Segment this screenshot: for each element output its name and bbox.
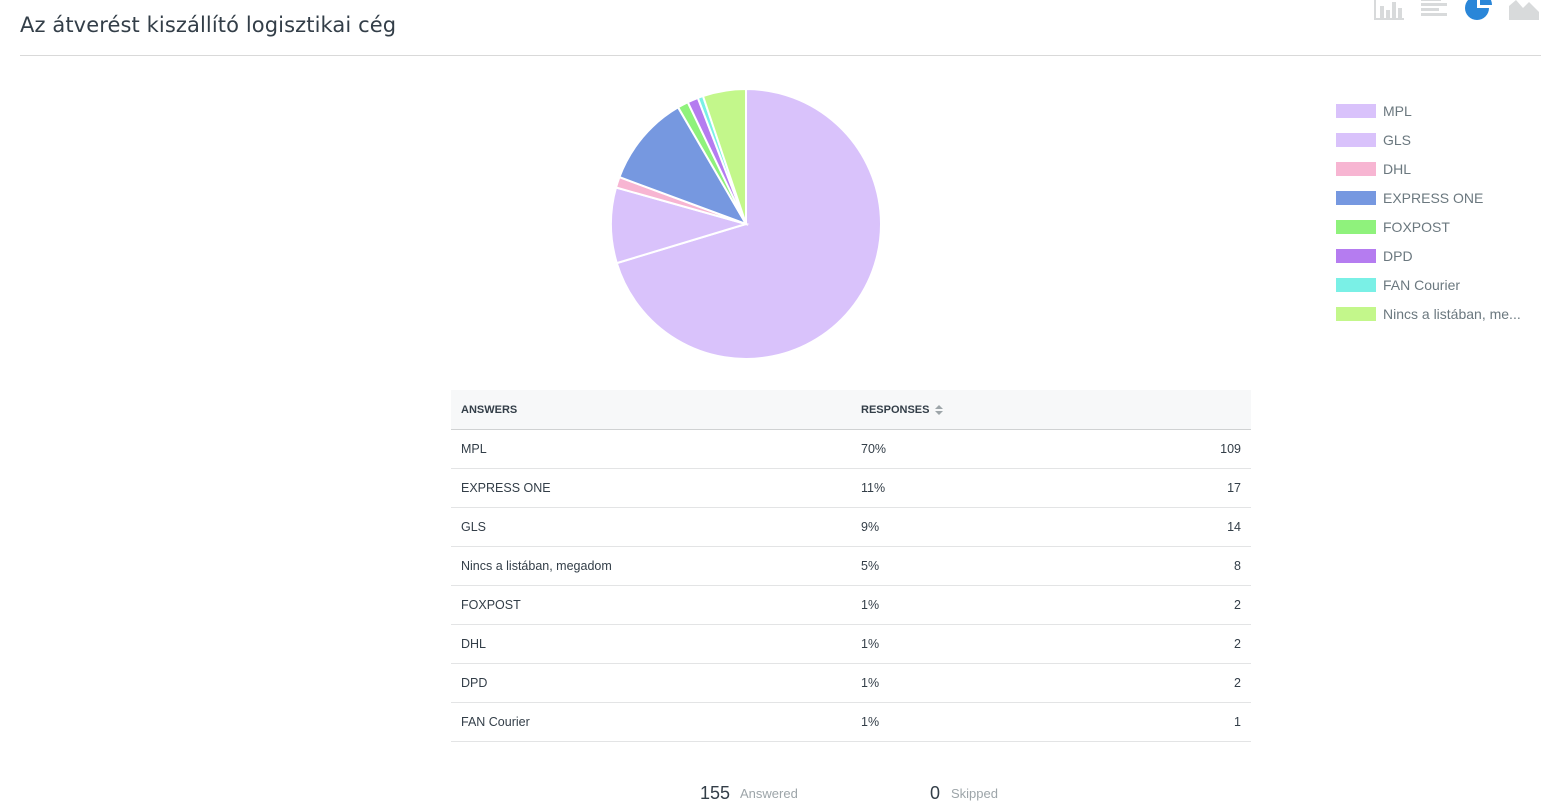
horizontal-bar-chart-button[interactable]	[1417, 0, 1451, 22]
legend-swatch	[1336, 161, 1376, 176]
legend-label: Nincs a listában, me...	[1383, 305, 1521, 322]
pie-chart-icon	[1465, 0, 1492, 20]
table-body: MPL 70% 109 EXPRESS ONE 11% 17 GLS 9% 14 Nincs a …	[451, 430, 1251, 742]
pie-slice[interactable]	[701, 87, 747, 225]
sort-icon[interactable]	[935, 404, 944, 415]
area-chart-button[interactable]	[1507, 0, 1541, 22]
legend-item[interactable]: DHL	[1336, 154, 1536, 183]
legend-label: EXPRESS ONE	[1383, 189, 1484, 206]
table-row: DHL 1% 2	[451, 625, 1251, 664]
table-row: EXPRESS ONE 11% 17	[451, 469, 1251, 508]
answered-label: Answered	[740, 786, 798, 801]
table-row: GLS 9% 14	[451, 508, 1251, 547]
answers-column-header: ANSWERS	[461, 403, 518, 416]
response-summary: 155 Answered 0 Skipped	[0, 783, 1541, 807]
legend-label: DHL	[1383, 160, 1412, 177]
count-cell: 2	[1234, 637, 1241, 651]
legend-swatch	[1336, 132, 1376, 147]
percent-cell: 1%	[861, 637, 880, 651]
count-cell: 109	[1220, 442, 1241, 456]
answer-cell: FAN Courier	[461, 715, 530, 729]
answer-cell: MPL	[461, 442, 487, 456]
legend-swatch	[1336, 277, 1376, 292]
legend-item[interactable]: Nincs a listában, me...	[1336, 299, 1536, 328]
legend-item[interactable]: FAN Courier	[1336, 270, 1536, 299]
percent-cell: 70%	[861, 442, 887, 456]
legend-swatch	[1336, 306, 1376, 321]
count-cell: 2	[1234, 598, 1241, 612]
percent-cell: 1%	[861, 676, 880, 690]
legend-swatch	[1336, 219, 1376, 234]
legend-swatch	[1336, 190, 1376, 205]
answer-cell: Nincs a listában, megadom	[461, 559, 612, 573]
percent-cell: 9%	[861, 520, 880, 534]
legend-label: DPD	[1383, 247, 1413, 264]
answer-cell: FOXPOST	[461, 598, 521, 612]
count-cell: 2	[1234, 676, 1241, 690]
legend-item[interactable]: EXPRESS ONE	[1336, 183, 1536, 212]
legend-label: FOXPOST	[1383, 218, 1450, 235]
legend-label: FAN Courier	[1383, 276, 1461, 293]
area-chart-icon	[1509, 0, 1539, 20]
legend-item[interactable]: MPL	[1336, 96, 1536, 125]
responses-column-header[interactable]: RESPONSES	[861, 403, 944, 416]
legend-item[interactable]: GLS	[1336, 125, 1536, 154]
answer-cell: EXPRESS ONE	[461, 481, 551, 495]
responses-table: ANSWERS RESPONSES MPL 70% 109 EXPRESS ONE 11…	[451, 390, 1251, 742]
legend-swatch	[1336, 103, 1376, 118]
chart-legend: MPL GLS DHL EXPRESS ONE FOXPOST DPD FAN Courie…	[1336, 96, 1536, 328]
legend-label: MPL	[1383, 102, 1412, 119]
vertical-bar-chart-icon	[1374, 0, 1404, 20]
legend-swatch	[1336, 248, 1376, 263]
answer-cell: DHL	[461, 637, 487, 651]
percent-cell: 5%	[861, 559, 880, 573]
skipped-count: 0	[930, 783, 941, 803]
table-row: FOXPOST 1% 2	[451, 586, 1251, 625]
count-cell: 8	[1234, 559, 1241, 573]
answered-count: 155	[700, 783, 731, 803]
pie-chart-svg	[610, 87, 882, 360]
table-row: FAN Courier 1% 1	[451, 703, 1251, 742]
pie-chart	[606, 84, 886, 364]
table-header-row: ANSWERS RESPONSES	[451, 390, 1251, 430]
legend-item[interactable]: DPD	[1336, 241, 1536, 270]
count-cell: 14	[1227, 520, 1241, 534]
responses-header-label: RESPONSES	[861, 403, 930, 416]
answer-cell: DPD	[461, 676, 488, 690]
question-title: Az átverést kiszállító logisztikai cég	[20, 13, 397, 37]
question-header: Az átverést kiszállító logisztikai cég	[20, 0, 1541, 56]
skipped-label: Skipped	[951, 786, 998, 801]
table-row: Nincs a listában, megadom 5% 8	[451, 547, 1251, 586]
vertical-bar-chart-button[interactable]	[1372, 0, 1406, 22]
percent-cell: 11%	[861, 481, 886, 495]
table-row: MPL 70% 109	[451, 430, 1251, 469]
pie-chart-button[interactable]	[1462, 0, 1496, 22]
count-cell: 1	[1234, 715, 1241, 729]
table-row: DPD 1% 2	[451, 664, 1251, 703]
horizontal-bar-chart-icon	[1421, 0, 1447, 16]
legend-item[interactable]: FOXPOST	[1336, 212, 1536, 241]
legend-label: GLS	[1383, 131, 1412, 148]
pie-slice[interactable]	[618, 105, 749, 226]
percent-cell: 1%	[861, 715, 880, 729]
answer-cell: GLS	[461, 520, 487, 534]
count-cell: 17	[1227, 481, 1241, 495]
percent-cell: 1%	[861, 598, 880, 612]
